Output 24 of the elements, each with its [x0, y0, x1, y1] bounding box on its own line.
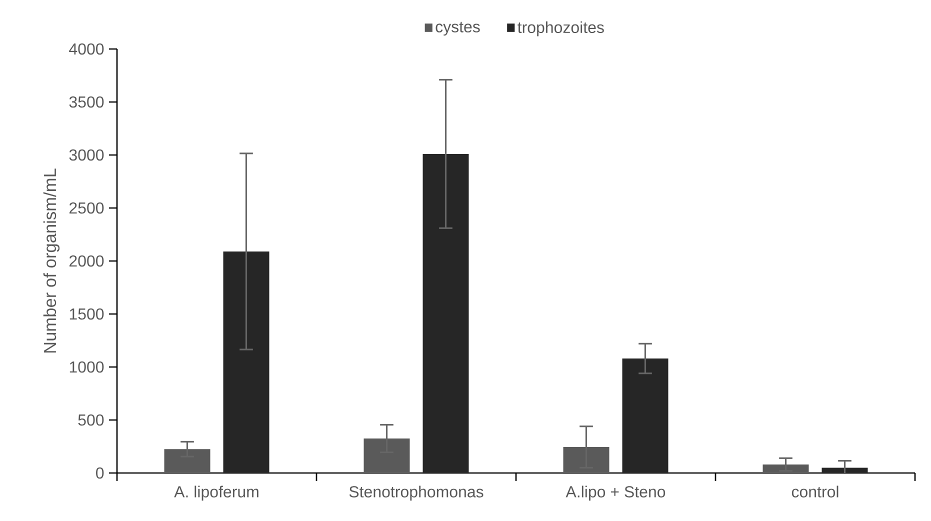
bar — [223, 251, 270, 473]
bar — [622, 358, 668, 473]
y-axis-title: Number of organism/mL — [43, 168, 60, 353]
y-tick-label: 1500 — [70, 308, 104, 320]
bar — [822, 468, 868, 473]
legend-label: trophozoites — [518, 21, 604, 36]
bar — [762, 464, 809, 473]
x-tick-label: A. lipoferum — [174, 486, 258, 501]
bar — [422, 154, 469, 473]
y-tick-label: 4000 — [69, 43, 104, 55]
x-tick-label: control — [792, 486, 838, 498]
bar — [364, 438, 410, 473]
y-tick-label: 500 — [78, 414, 104, 426]
y-tick-label: 2000 — [69, 255, 104, 267]
legend-label: cystes — [436, 22, 480, 36]
bar — [164, 449, 210, 473]
y-tick-label: 1000 — [70, 361, 104, 373]
y-tick-label: 0 — [96, 467, 104, 479]
y-tick-label: 3500 — [69, 96, 104, 108]
x-tick-label: Stenotrophomonas — [349, 486, 484, 501]
y-tick-label: 3000 — [69, 149, 104, 161]
y-tick-label: 2500 — [69, 202, 104, 214]
bar — [563, 447, 610, 473]
x-tick-label: A.lipo + Steno — [566, 486, 666, 501]
